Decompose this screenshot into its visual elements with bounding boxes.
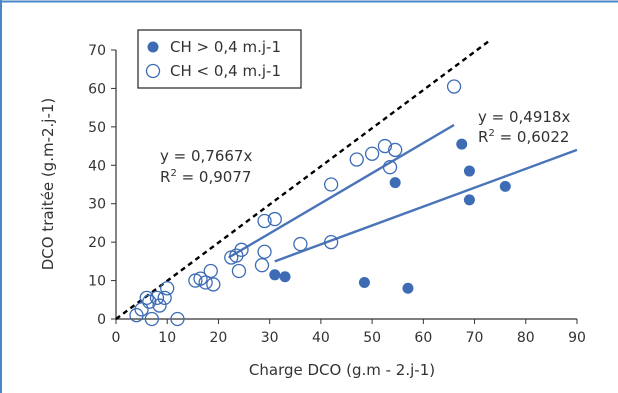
x-tick-label: 40: [312, 330, 330, 346]
data-point-open: [349, 152, 364, 167]
data-point-open: [377, 138, 393, 154]
data-point-open: [157, 290, 172, 306]
y-axis-title: DCO traitée (g.m-2.j-1): [39, 98, 57, 271]
data-point-filled: [279, 271, 291, 283]
legend-label-low: CH < 0,4 m.j-1: [170, 62, 281, 80]
data-point-open: [149, 290, 165, 306]
x-tick-label: 90: [568, 330, 586, 346]
data-point-open: [193, 271, 208, 286]
data-point-open: [160, 281, 175, 296]
data-point-filled: [463, 194, 475, 206]
y-tick-label: 10: [88, 274, 106, 290]
data-point-filled: [456, 138, 468, 150]
data-point-open: [257, 213, 272, 229]
axes: 0 10 20 30 40 50 60 70 80 90 0 10 20 30 40 50 60 70: [88, 43, 586, 346]
data-point-open: [142, 294, 157, 309]
x-tick-label: 60: [414, 330, 432, 346]
data-point-open: [231, 263, 247, 279]
y-tick-label: 70: [88, 43, 106, 59]
data-point-open: [293, 236, 308, 252]
data-point-open: [144, 311, 160, 327]
y-tick-label: 60: [88, 81, 106, 97]
r2-shallow: R2 = 0,6022: [478, 128, 569, 146]
legend-label-high: CH > 0,4 m.j-1: [170, 38, 281, 56]
data-point-open: [323, 234, 339, 250]
data-point-open: [139, 290, 154, 306]
data-point-filled: [389, 177, 401, 189]
data-point-filled: [358, 276, 370, 288]
data-point-open: [267, 211, 282, 227]
data-point-filled: [499, 180, 511, 192]
data-point-open: [323, 177, 339, 192]
data-point-open: [382, 160, 398, 175]
y-tick-label: 30: [88, 197, 106, 213]
data-point-open: [364, 146, 380, 161]
legend-filled-marker: [147, 41, 159, 53]
data-point-open: [257, 244, 272, 259]
x-tick-label: 80: [517, 330, 535, 346]
legend: CH > 0,4 m.j-1 CH < 0,4 m.j-1: [137, 29, 302, 89]
x-tick-label: 20: [210, 330, 228, 346]
data-point-open: [388, 142, 403, 158]
data-points: [129, 79, 511, 327]
data-point-open: [446, 79, 462, 94]
legend-box: [137, 29, 302, 89]
data-point-open: [170, 311, 185, 327]
data-point-open: [254, 258, 270, 273]
x-tick-label: 0: [112, 330, 121, 346]
equation-steep: y = 0,7667x: [160, 147, 252, 165]
regression-line: [228, 123, 455, 259]
y-tick-label: 50: [88, 120, 106, 136]
data-point-filled: [463, 165, 475, 177]
x-tick-label: 10: [158, 330, 176, 346]
x-axis-title: Charge DCO (g.m - 2.j-1): [249, 361, 435, 379]
y-tick-label: 40: [88, 158, 106, 174]
data-point-open: [129, 308, 144, 323]
x-tick-label: 30: [261, 330, 279, 346]
legend-open-marker: [145, 63, 161, 79]
data-point-open: [152, 298, 167, 313]
y-tick-label: 20: [88, 235, 106, 251]
data-point-open: [134, 302, 149, 317]
data-point-open: [206, 277, 221, 292]
data-point-open: [203, 263, 218, 279]
data-point-open: [198, 275, 213, 290]
equation-shallow: y = 0,4918x: [478, 108, 570, 126]
bisector-dashed-line: [115, 39, 491, 320]
y-tick-label: 0: [97, 312, 106, 328]
x-tick-label: 50: [363, 330, 381, 346]
data-point-filled: [269, 269, 281, 281]
data-point-open: [234, 242, 249, 257]
data-point-filled: [402, 282, 414, 294]
r2-steep: R2 = 0,9077: [160, 168, 251, 186]
x-tick-label: 70: [466, 330, 484, 346]
